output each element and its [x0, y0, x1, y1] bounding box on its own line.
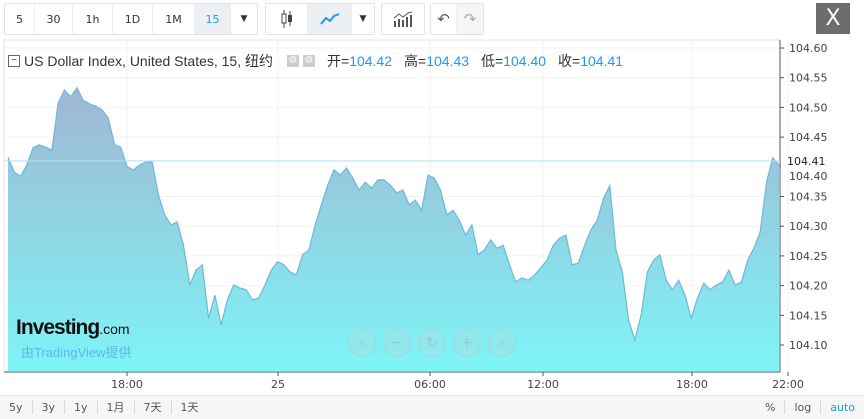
price-chart[interactable]: 104.60 104.55 104.50 104.45 104.40 104.35 104.…: [0, 0, 864, 395]
x-tick-label: 22:00: [772, 378, 804, 391]
collapse-legend-icon[interactable]: −: [8, 55, 20, 67]
range-1y[interactable]: 1y: [65, 401, 98, 414]
percent-scale-toggle[interactable]: %: [756, 401, 786, 414]
range-1m[interactable]: 1月: [98, 401, 135, 414]
y-tick-label: 104.25: [789, 250, 828, 263]
tradingview-credit[interactable]: 由TradingView提供: [21, 345, 132, 360]
range-5y[interactable]: 5y: [0, 401, 33, 414]
zoom-in-button[interactable]: +: [453, 329, 481, 357]
x-tick-label: 25: [271, 378, 285, 391]
y-tick-label: 104.40: [789, 170, 828, 183]
close-value: 104.41: [580, 53, 624, 69]
y-tick-label: 104.30: [789, 220, 828, 233]
history-toolbar: ↶ ↷: [430, 3, 484, 35]
indicators-toolbar: [381, 3, 425, 35]
zoom-out-button[interactable]: −: [383, 329, 411, 357]
chevron-down-icon[interactable]: ▼: [359, 14, 367, 24]
y-tick-label: 104.45: [789, 131, 828, 144]
range-7d[interactable]: 7天: [135, 401, 172, 414]
low-value: 104.40: [503, 53, 547, 69]
y-tick-label: 104.50: [789, 101, 828, 114]
last-price-badge: [781, 153, 833, 170]
candlestick-icon[interactable]: [266, 4, 308, 34]
y-tick-label: 104.55: [789, 72, 828, 85]
scroll-left-button[interactable]: ‹: [348, 329, 376, 357]
last-price-label: 104.41: [787, 155, 826, 168]
range-1d[interactable]: 1天: [180, 401, 199, 414]
y-tick-label: 104.60: [789, 42, 828, 55]
indicators-icon[interactable]: [382, 4, 424, 34]
price-area-fill: [8, 87, 779, 372]
symbol-title: US Dollar Index, United States, 15, 纽约: [24, 53, 273, 69]
interval-1d[interactable]: 1D: [113, 4, 153, 34]
reset-button[interactable]: ↻: [418, 329, 446, 357]
line-chart-icon[interactable]: [308, 4, 352, 34]
log-scale-toggle[interactable]: log: [785, 401, 822, 414]
interval-dropdown-icon[interactable]: ▼: [240, 14, 248, 24]
interval-5[interactable]: 5: [5, 4, 35, 34]
x-tick-label: 18:00: [676, 378, 708, 391]
investing-logo: Investing.com: [16, 316, 130, 339]
interval-1m[interactable]: 1M: [153, 4, 195, 34]
y-tick-label: 104.15: [789, 309, 828, 322]
undo-icon[interactable]: ↶: [431, 4, 457, 34]
interval-30[interactable]: 30: [35, 4, 73, 34]
x-tick-label: 06:00: [414, 378, 446, 391]
chart-legend: − US Dollar Index, United States, 15, 纽约…: [8, 51, 623, 71]
y-tick-label: 104.10: [789, 339, 828, 352]
y-tick-label: 104.20: [789, 280, 828, 293]
range-bar: 5y 3y 1y 1月 7天 1天 % log auto: [0, 395, 864, 419]
x-tick-label: 18:00: [111, 378, 143, 391]
open-label: 开=: [327, 53, 350, 69]
high-value: 104.43: [426, 53, 470, 69]
interval-toolbar: 5 30 1h 1D 1M 15 ▼: [4, 3, 258, 35]
format-icon[interactable]: ⚙: [303, 55, 315, 67]
redo-icon[interactable]: ↷: [457, 4, 483, 34]
price-line: [7, 86, 780, 343]
x-tick-label: 12:00: [527, 378, 559, 391]
interval-15[interactable]: 15: [195, 4, 231, 34]
interval-1h[interactable]: 1h: [73, 4, 113, 34]
close-button[interactable]: X: [816, 3, 850, 34]
open-value: 104.42: [349, 53, 393, 69]
close-label: 收=: [558, 53, 581, 69]
auto-scale-toggle[interactable]: auto: [830, 401, 855, 414]
high-label: 高=: [404, 53, 427, 69]
low-label: 低=: [481, 53, 504, 69]
range-3y[interactable]: 3y: [33, 401, 66, 414]
scroll-right-button[interactable]: ›: [488, 329, 516, 357]
settings-icon[interactable]: ⚙: [287, 55, 299, 67]
y-tick-label: 104.35: [789, 191, 828, 204]
chart-type-toolbar: ▼: [265, 3, 375, 35]
